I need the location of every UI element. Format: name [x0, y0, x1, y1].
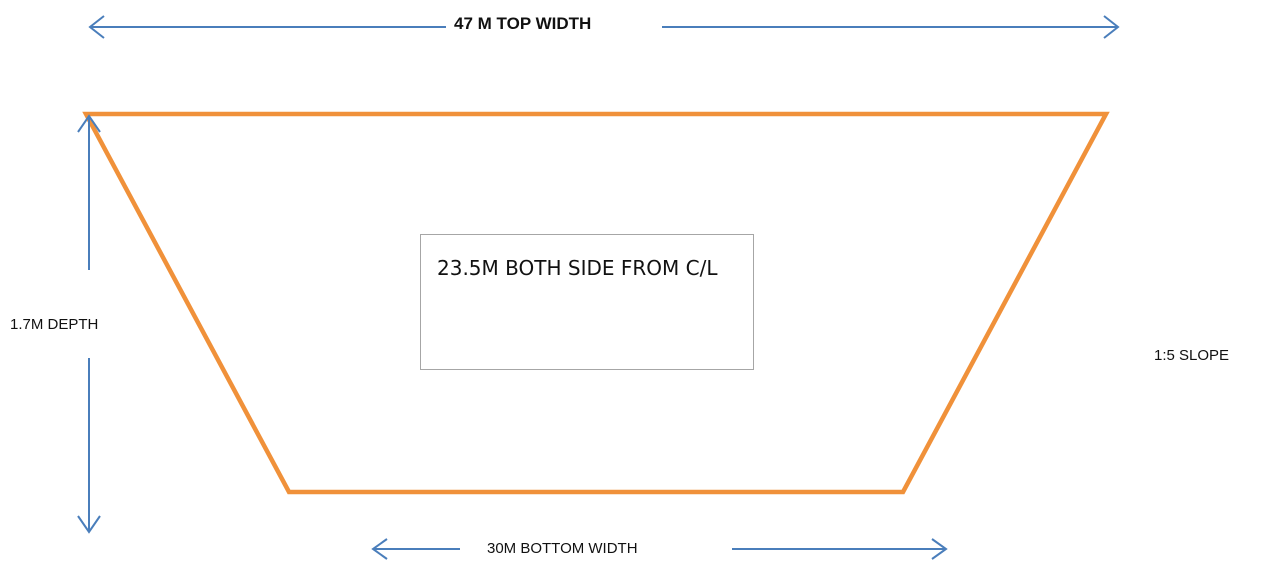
depth-arrow — [77, 114, 101, 534]
top-width-label: 47 M TOP WIDTH — [450, 14, 596, 34]
slope-label: 1:5 SLOPE — [1154, 347, 1230, 364]
bottom-width-label: 30M BOTTOM WIDTH — [487, 540, 638, 557]
depth-label: 1.7M DEPTH — [10, 316, 99, 333]
bottom-width-arrow — [371, 538, 948, 560]
top-width-arrow — [88, 15, 1120, 39]
centerline-note-text: 23.5M BOTH SIDE FROM C/L — [437, 256, 718, 280]
centerline-note-box: 23.5M BOTH SIDE FROM C/L — [420, 234, 754, 370]
channel-section-outline — [82, 111, 1110, 495]
